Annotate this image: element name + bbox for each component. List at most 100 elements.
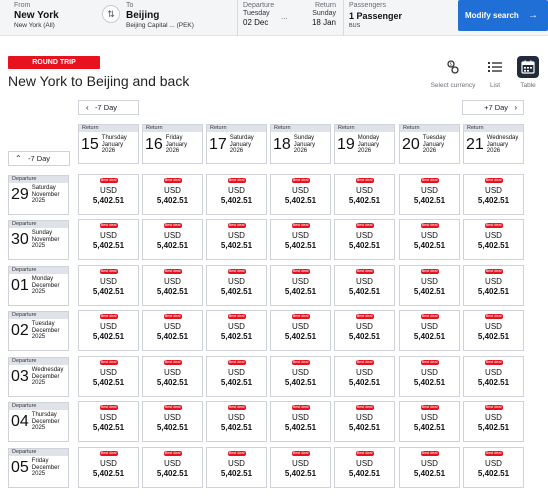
fare-cell[interactable]: Best deal USD 5,402.51 [463, 174, 524, 215]
fare-cell[interactable]: Best deal USD 5,402.51 [399, 219, 460, 260]
fare-amount: 5,402.51 [156, 423, 189, 432]
departure-date-header[interactable]: Departure 02 Tuesday December 2025 [8, 311, 69, 351]
fare-cell[interactable]: Best deal USD 5,402.51 [142, 174, 203, 215]
fare-cell[interactable]: Best deal USD 5,402.51 [78, 219, 139, 260]
departure-date-header[interactable]: Departure 30 Sunday November 2025 [8, 220, 69, 260]
destination-airport: Beijing Capital ... (PEK) [126, 22, 194, 29]
fare-cell[interactable]: Best deal USD 5,402.51 [270, 356, 331, 397]
fare-amount: 5,402.51 [156, 332, 189, 341]
fare-cell[interactable]: Best deal USD 5,402.51 [206, 401, 267, 442]
fare-cell[interactable]: Best deal USD 5,402.51 [206, 447, 267, 488]
best-deal-badge: Best deal [163, 405, 182, 410]
fare-cell[interactable]: Best deal USD 5,402.51 [463, 219, 524, 260]
departure-date-header[interactable]: Departure 01 Monday December 2025 [8, 266, 69, 306]
return-date-header[interactable]: Return 16 Friday January 2026 [142, 124, 203, 164]
fare-cell[interactable]: Best deal USD 5,402.51 [334, 219, 395, 260]
return-date-header[interactable]: Return 19 Monday January 2026 [334, 124, 395, 164]
return-day-number: 18 [273, 135, 291, 153]
return-day-number: 15 [81, 135, 99, 153]
departure-date-header[interactable]: Departure 05 Friday December 2025 [8, 448, 69, 488]
fare-cell[interactable]: Best deal USD 5,402.51 [142, 447, 203, 488]
list-view-button[interactable]: List [484, 56, 506, 90]
fare-cell[interactable]: Best deal USD 5,402.51 [334, 447, 395, 488]
fare-cell[interactable]: Best deal USD 5,402.51 [463, 401, 524, 442]
fare-cell[interactable]: Best deal USD 5,402.51 [270, 310, 331, 351]
fare-cell[interactable]: Best deal USD 5,402.51 [334, 401, 395, 442]
fare-cell[interactable]: Best deal USD 5,402.51 [270, 219, 331, 260]
fare-cell[interactable]: Best deal USD 5,402.51 [270, 401, 331, 442]
swap-icon[interactable]: ⇅ [102, 5, 120, 23]
fare-currency: USD [100, 277, 117, 286]
fare-cell[interactable]: Best deal USD 5,402.51 [142, 356, 203, 397]
fare-cell[interactable]: Best deal USD 5,402.51 [270, 447, 331, 488]
return-date-header[interactable]: Return 15 Thursday January 2026 [78, 124, 139, 164]
fare-cell[interactable]: Best deal USD 5,402.51 [78, 310, 139, 351]
fare-cell[interactable]: Best deal USD 5,402.51 [78, 356, 139, 397]
next-week-label: +7 Day [484, 103, 509, 112]
return-weekday: Sunday [312, 10, 336, 17]
departure-weekday: Thursday [31, 412, 57, 418]
destination-field[interactable]: To Beijing Beijing Capital ... (PEK) [126, 2, 234, 38]
return-date-header[interactable]: Return 20 Tuesday January 2026 [399, 124, 460, 164]
departure-date-header[interactable]: Departure 04 Thursday December 2025 [8, 402, 69, 442]
departure-day-number: 04 [11, 412, 29, 430]
fare-cell[interactable]: Best deal USD 5,402.51 [78, 447, 139, 488]
fare-cell[interactable]: Best deal USD 5,402.51 [78, 401, 139, 442]
return-date-header[interactable]: Return 18 Sunday January 2026 [270, 124, 331, 164]
return-date-header[interactable]: Return 17 Saturday January 2026 [206, 124, 267, 164]
modify-search-button[interactable]: Modify search → [458, 0, 548, 31]
fare-amount: 5,402.51 [477, 332, 510, 341]
fare-cell[interactable]: Best deal USD 5,402.51 [142, 219, 203, 260]
origin-field[interactable]: From New York New York (All) [14, 2, 96, 38]
departure-weekday: Monday [31, 276, 54, 282]
fare-cell[interactable]: Best deal USD 5,402.51 [142, 310, 203, 351]
fare-cell[interactable]: Best deal USD 5,402.51 [463, 310, 524, 351]
departure-date-header[interactable]: Departure 03 Wednesday December 2025 [8, 357, 69, 397]
fare-cell[interactable]: Best deal USD 5,402.51 [463, 265, 524, 306]
fare-cell[interactable]: Best deal USD 5,402.51 [399, 174, 460, 215]
departure-year: 2025 [31, 425, 46, 431]
prev-week-return-button[interactable]: ‹ -7 Day [78, 100, 139, 115]
fare-cell[interactable]: Best deal USD 5,402.51 [399, 447, 460, 488]
passengers-field[interactable]: Passengers 1 Passenger BUS [349, 2, 449, 38]
fare-currency: USD [100, 186, 117, 195]
prev-week-departure-button[interactable]: ⌃ -7 Day [8, 151, 70, 166]
next-week-return-button[interactable]: +7 Day › [462, 100, 524, 115]
fare-cell[interactable]: Best deal USD 5,402.51 [206, 174, 267, 215]
departure-date-text: Sunday November 2025 [32, 230, 60, 250]
fare-cell[interactable]: Best deal USD 5,402.51 [270, 174, 331, 215]
fare-cell[interactable]: Best deal USD 5,402.51 [399, 356, 460, 397]
fare-cell[interactable]: Best deal USD 5,402.51 [334, 356, 395, 397]
departure-month: December [31, 373, 60, 380]
departure-date-header[interactable]: Departure 29 Saturday November 2025 [8, 175, 69, 215]
fare-cell[interactable]: Best deal USD 5,402.51 [206, 265, 267, 306]
fare-currency: USD [164, 413, 181, 422]
fare-cell[interactable]: Best deal USD 5,402.51 [206, 310, 267, 351]
fare-cell[interactable]: Best deal USD 5,402.51 [399, 265, 460, 306]
return-date-header[interactable]: Return 21 Wednesday January 2026 [463, 124, 524, 164]
fare-currency: USD [228, 186, 245, 195]
return-date-text: Monday January 2026 [358, 135, 379, 155]
fare-cell[interactable]: Best deal USD 5,402.51 [399, 310, 460, 351]
return-month: January [357, 141, 380, 148]
fare-cell[interactable]: Best deal USD 5,402.51 [78, 265, 139, 306]
departure-date-field[interactable]: Departure Tuesday 02 Dec [243, 2, 279, 38]
fare-cell[interactable]: Best deal USD 5,402.51 [142, 401, 203, 442]
select-currency-button[interactable]: $ Select currency [429, 56, 477, 90]
departure-date-text: Thursday December 2025 [32, 412, 60, 432]
fare-cell[interactable]: Best deal USD 5,402.51 [334, 310, 395, 351]
fare-cell[interactable]: Best deal USD 5,402.51 [206, 356, 267, 397]
fare-cell[interactable]: Best deal USD 5,402.51 [270, 265, 331, 306]
fare-cell[interactable]: Best deal USD 5,402.51 [463, 356, 524, 397]
fare-cell[interactable]: Best deal USD 5,402.51 [334, 265, 395, 306]
fare-cell[interactable]: Best deal USD 5,402.51 [399, 401, 460, 442]
search-summary-bar: From New York New York (All) ⇅ To Beijin… [0, 0, 548, 36]
list-view-label: List [489, 82, 501, 89]
fare-cell[interactable]: Best deal USD 5,402.51 [463, 447, 524, 488]
table-view-button[interactable]: Table [516, 56, 540, 90]
fare-cell[interactable]: Best deal USD 5,402.51 [334, 174, 395, 215]
fare-cell[interactable]: Best deal USD 5,402.51 [78, 174, 139, 215]
fare-cell[interactable]: Best deal USD 5,402.51 [206, 219, 267, 260]
return-date-field[interactable]: Return Sunday 18 Jan [300, 2, 336, 38]
fare-cell[interactable]: Best deal USD 5,402.51 [142, 265, 203, 306]
